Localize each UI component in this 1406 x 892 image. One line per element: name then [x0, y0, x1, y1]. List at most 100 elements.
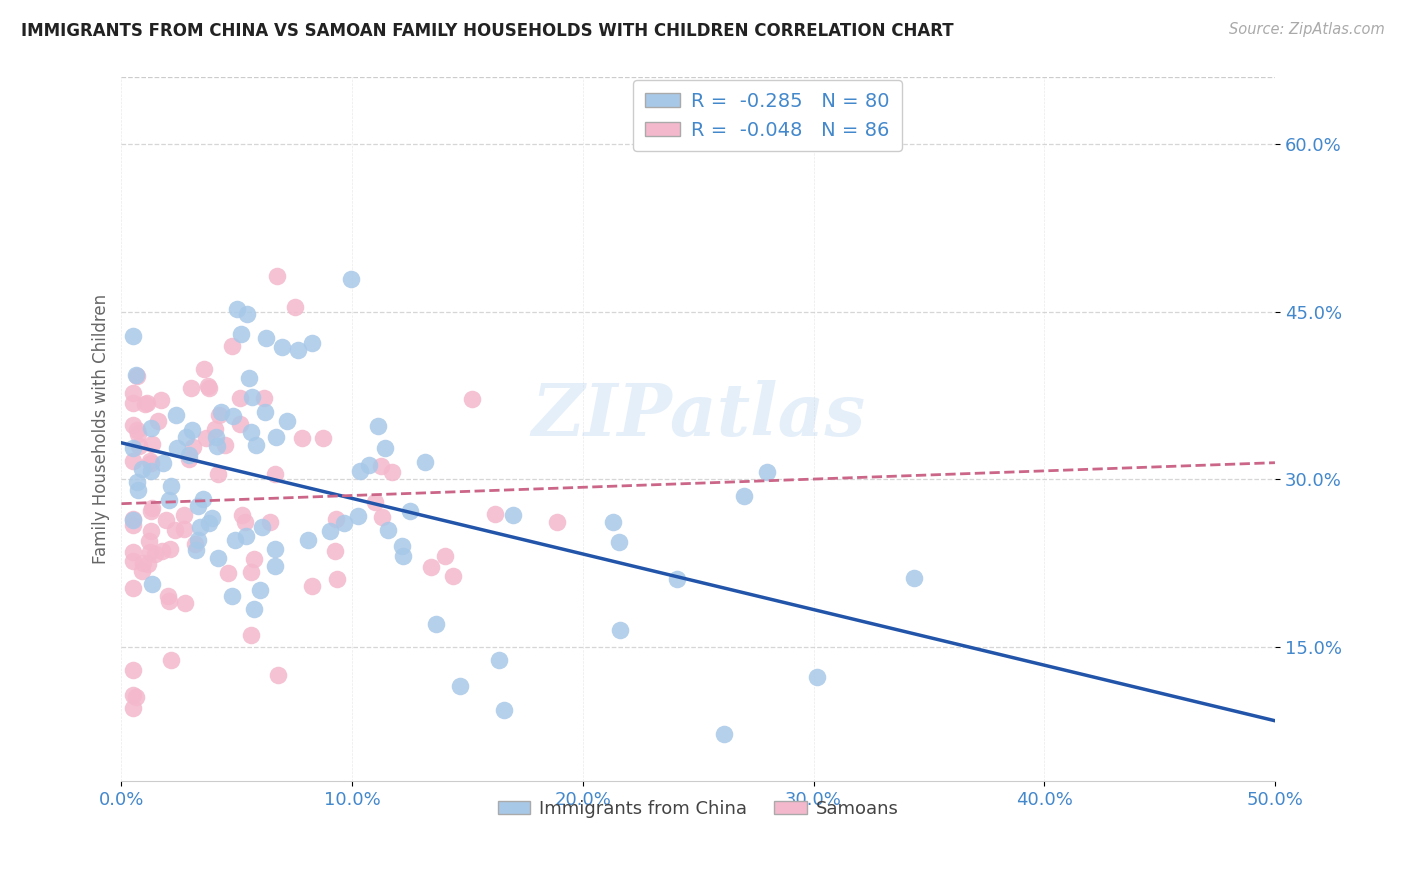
Point [136, 395, 159, 409]
Point [201, 510, 224, 524]
Point [287, 343, 309, 358]
Point [188, 519, 211, 533]
Point [197, 379, 219, 393]
Point [441, 568, 464, 582]
Point [184, 543, 207, 558]
Point [264, 467, 287, 481]
Point [346, 509, 368, 524]
Point [488, 653, 510, 667]
Point [229, 392, 252, 406]
Point [124, 368, 146, 382]
Text: Source: ZipAtlas.com: Source: ZipAtlas.com [1229, 22, 1385, 37]
Point [312, 431, 335, 445]
Point [221, 589, 243, 603]
Point [602, 515, 624, 529]
Point [122, 454, 145, 468]
Point [349, 464, 371, 478]
Point [243, 552, 266, 566]
Point [319, 524, 342, 538]
Point [391, 549, 413, 563]
Point [131, 462, 153, 476]
Point [122, 581, 145, 595]
Point [157, 594, 180, 608]
Point [181, 423, 204, 437]
Point [271, 340, 294, 354]
Point [125, 423, 148, 437]
Point [377, 523, 399, 537]
Point [179, 452, 201, 467]
Point [609, 534, 631, 549]
Point [131, 564, 153, 578]
Point [235, 529, 257, 543]
Point [160, 652, 183, 666]
Point [264, 558, 287, 573]
Point [235, 307, 257, 321]
Point [449, 679, 471, 693]
Point [122, 395, 145, 409]
Point [176, 430, 198, 444]
Point [138, 545, 160, 559]
Legend: Immigrants from China, Samoans: Immigrants from China, Samoans [491, 792, 905, 825]
Point [666, 572, 689, 586]
Point [284, 301, 307, 315]
Point [165, 408, 187, 422]
Point [484, 507, 506, 521]
Point [249, 582, 271, 597]
Point [326, 572, 349, 586]
Point [502, 508, 524, 522]
Point [193, 362, 215, 376]
Point [224, 533, 246, 547]
Point [156, 589, 179, 603]
Point [425, 617, 447, 632]
Point [233, 515, 256, 529]
Point [152, 457, 174, 471]
Point [323, 544, 346, 558]
Point [264, 541, 287, 556]
Point [174, 596, 197, 610]
Point [208, 408, 231, 422]
Point [139, 456, 162, 470]
Point [205, 429, 228, 443]
Point [419, 560, 441, 574]
Text: ZIPatlas: ZIPatlas [531, 380, 865, 450]
Point [391, 539, 413, 553]
Point [134, 397, 156, 411]
Point [713, 727, 735, 741]
Point [254, 331, 277, 345]
Point [207, 467, 229, 481]
Point [340, 272, 363, 286]
Point [254, 404, 277, 418]
Point [214, 437, 236, 451]
Point [122, 517, 145, 532]
Point [180, 381, 202, 395]
Point [357, 458, 380, 472]
Point [243, 602, 266, 616]
Point [139, 524, 162, 538]
Point [301, 335, 323, 350]
Point [364, 495, 387, 509]
Point [122, 513, 145, 527]
Point [297, 533, 319, 547]
Point [184, 537, 207, 551]
Point [903, 571, 925, 585]
Point [806, 670, 828, 684]
Point [301, 579, 323, 593]
Point [221, 339, 243, 353]
Point [238, 371, 260, 385]
Point [125, 690, 148, 704]
Point [136, 558, 159, 572]
Point [139, 464, 162, 478]
Point [276, 414, 298, 428]
Point [194, 432, 217, 446]
Point [122, 545, 145, 559]
Point [207, 551, 229, 566]
Point [239, 566, 262, 580]
Point [546, 516, 568, 530]
Point [207, 439, 229, 453]
Point [127, 483, 149, 498]
Point [141, 576, 163, 591]
Point [173, 508, 195, 523]
Point [122, 701, 145, 715]
Point [181, 440, 204, 454]
Point [128, 439, 150, 453]
